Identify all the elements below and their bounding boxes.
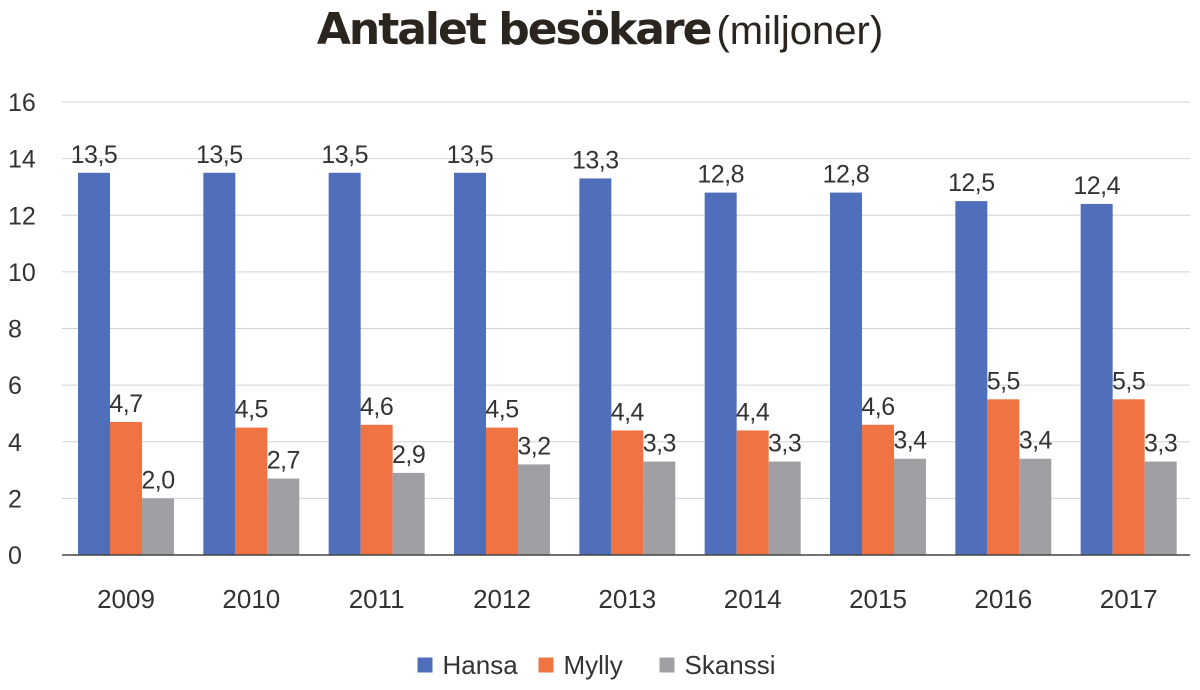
- bar-skanssi: [267, 478, 300, 555]
- data-label-hansa: 12,4: [1073, 172, 1120, 200]
- bar-skanssi: [894, 458, 926, 555]
- y-tick-label: 4: [8, 429, 22, 457]
- data-label-skanssi: 3,2: [517, 432, 550, 460]
- legend-swatch-hansa: [417, 657, 433, 673]
- x-tick-label: 2012: [473, 584, 531, 614]
- data-label-hansa: 12,8: [697, 161, 744, 189]
- legend-swatch-skanssi: [659, 657, 675, 673]
- bar-hansa: [955, 201, 988, 555]
- bar-skanssi: [392, 472, 425, 555]
- data-label-skanssi: 3,3: [643, 430, 676, 458]
- bar-mylly: [360, 424, 393, 555]
- bar-mylly: [110, 421, 142, 555]
- data-label-mylly: 4,7: [109, 390, 142, 418]
- bar-mylly: [1112, 399, 1145, 555]
- bar-mylly: [862, 424, 894, 555]
- data-label-mylly: 4,4: [611, 398, 645, 426]
- bar-mylly: [987, 399, 1020, 555]
- chart-subtitle: (miljoner): [716, 9, 884, 53]
- data-label-mylly: 4,6: [360, 393, 393, 421]
- x-tick-label: 2009: [97, 584, 155, 614]
- legend-label-skanssi: Skanssi: [685, 650, 776, 680]
- bar-skanssi: [643, 461, 676, 555]
- legend-swatch-mylly: [538, 657, 554, 673]
- bar-skanssi: [1019, 458, 1052, 555]
- data-label-skanssi: 3,3: [1144, 430, 1177, 458]
- bar-skanssi: [1144, 461, 1177, 555]
- data-label-hansa: 13,5: [196, 141, 243, 169]
- data-label-skanssi: 2,7: [267, 447, 300, 475]
- y-tick-label: 8: [8, 316, 22, 344]
- bar-hansa: [830, 192, 862, 555]
- y-tick-label: 10: [8, 259, 36, 287]
- bar-mylly: [611, 430, 644, 555]
- data-label-mylly: 4,6: [861, 393, 894, 421]
- bar-skanssi: [768, 461, 801, 555]
- bar-skanssi: [142, 498, 174, 555]
- data-label-skanssi: 2,0: [141, 466, 174, 494]
- data-label-hansa: 13,3: [572, 146, 619, 174]
- data-label-hansa: 12,5: [948, 169, 995, 197]
- legend-label-hansa: Hansa: [443, 650, 519, 680]
- y-tick-label: 2: [8, 485, 22, 513]
- y-tick-label: 6: [8, 372, 22, 400]
- bar-hansa: [1080, 203, 1113, 556]
- legend-label-mylly: Mylly: [564, 650, 623, 680]
- bar-skanssi: [518, 464, 550, 555]
- y-tick-label: 0: [8, 542, 22, 570]
- x-tick-label: 2017: [1100, 584, 1158, 614]
- bar-hansa: [203, 172, 236, 555]
- data-label-hansa: 13,5: [321, 141, 368, 169]
- bar-mylly: [486, 427, 518, 555]
- data-label-skanssi: 3,4: [893, 427, 927, 455]
- y-tick-label: 16: [8, 89, 36, 117]
- data-label-skanssi: 3,3: [768, 430, 801, 458]
- x-tick-label: 2015: [849, 584, 907, 614]
- chart-title-main: Antalet besökare: [316, 4, 713, 55]
- data-label-hansa: 12,8: [823, 161, 870, 189]
- data-label-skanssi: 3,4: [1019, 427, 1053, 455]
- bar-hansa: [704, 192, 737, 555]
- data-label-skanssi: 2,9: [392, 441, 425, 469]
- x-tick-label: 2014: [724, 584, 782, 614]
- bar-mylly: [235, 427, 268, 555]
- data-label-hansa: 13,5: [71, 141, 118, 169]
- bar-hansa: [78, 172, 110, 555]
- y-tick-label: 12: [8, 202, 36, 230]
- bar-hansa: [328, 172, 361, 555]
- data-label-mylly: 5,5: [1112, 367, 1145, 395]
- y-tick-label: 14: [8, 146, 36, 174]
- bar-mylly: [736, 430, 769, 555]
- x-tick-label: 2010: [222, 584, 280, 614]
- bar-hansa: [454, 172, 486, 555]
- data-label-mylly: 4,5: [485, 396, 518, 424]
- data-label-hansa: 13,5: [447, 141, 494, 169]
- x-tick-label: 2016: [974, 584, 1032, 614]
- data-label-mylly: 4,4: [736, 398, 770, 426]
- x-tick-label: 2011: [349, 584, 405, 614]
- data-label-mylly: 5,5: [987, 367, 1020, 395]
- x-tick-label: 2013: [598, 584, 656, 614]
- bar-hansa: [579, 178, 612, 555]
- data-label-mylly: 4,5: [235, 396, 268, 424]
- chart-title: Antalet besökare (miljoner): [0, 8, 1200, 52]
